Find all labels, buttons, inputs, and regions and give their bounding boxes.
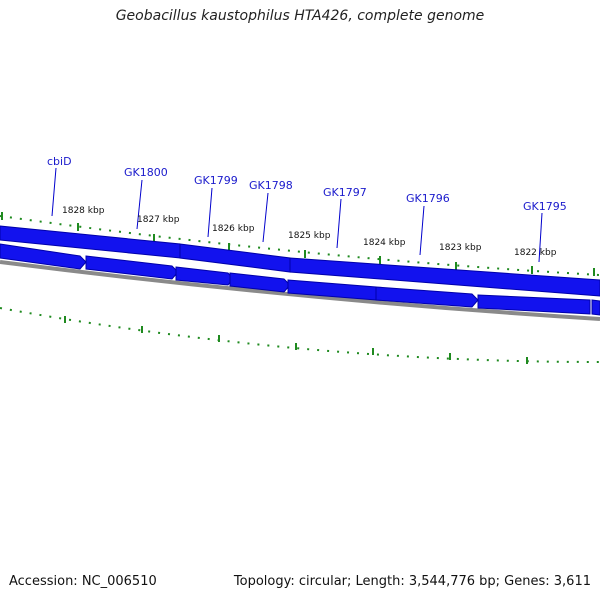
scale-label-1826: 1826 kbp [212, 224, 255, 234]
gene-label-GK1798: GK1798 [249, 179, 293, 192]
scale-label-1822: 1822 kbp [514, 248, 557, 258]
scale-label-1825: 1825 kbp [288, 231, 331, 241]
gene-GK1800[interactable] [179, 243, 291, 273]
scale-label-1828: 1828 kbp [62, 206, 105, 216]
inner-major-ticks [64, 316, 528, 364]
forward-strand [0, 225, 600, 297]
inner-tick-ring [0, 307, 600, 363]
gene-label-GK1795: GK1795 [523, 200, 567, 213]
gene-label-lines [51, 167, 543, 263]
gene-label-GK1800: GK1800 [124, 166, 168, 179]
gene-GK1797[interactable] [289, 257, 600, 297]
map-title: Geobacillus kaustophilus HTA426, complet… [115, 8, 485, 24]
genome-backbone [0, 260, 600, 321]
gene-label-cbiD: cbiD [47, 155, 72, 168]
gene-label-GK1796: GK1796 [406, 192, 450, 205]
topology-text: Topology: circular; Length: 3,544,776 bp… [233, 574, 591, 589]
outer-major-ticks [1, 212, 595, 276]
gene-block-6[interactable] [375, 286, 479, 308]
accession-text: Accession: NC_006510 [9, 574, 157, 589]
gene-block-1[interactable] [0, 243, 87, 270]
reverse-strand [0, 243, 600, 316]
gene-label-GK1797: GK1797 [323, 186, 367, 199]
gene-label-GK1799: GK1799 [194, 174, 238, 187]
scale-label-1823: 1823 kbp [439, 243, 482, 253]
gene-block-7[interactable] [477, 294, 591, 315]
gene-block-8[interactable] [591, 299, 600, 316]
scale-label-1827: 1827 kbp [137, 215, 180, 225]
gene-block-2[interactable] [85, 255, 179, 280]
scale-label-1824: 1824 kbp [363, 238, 406, 248]
gene-block-4[interactable] [229, 272, 291, 293]
